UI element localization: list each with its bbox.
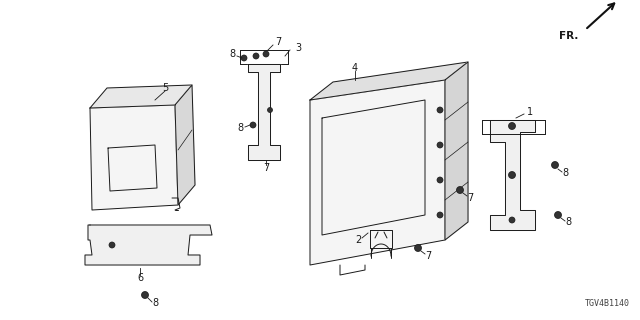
- Circle shape: [552, 162, 559, 169]
- Text: 2: 2: [355, 235, 361, 245]
- Polygon shape: [310, 62, 468, 100]
- Circle shape: [437, 212, 443, 218]
- Text: 1: 1: [527, 107, 533, 117]
- Text: 8: 8: [562, 168, 568, 178]
- Text: 3: 3: [295, 43, 301, 53]
- Text: FR.: FR.: [559, 31, 578, 41]
- Text: 8: 8: [237, 123, 243, 133]
- Polygon shape: [90, 85, 192, 108]
- Circle shape: [437, 142, 443, 148]
- Polygon shape: [445, 62, 468, 240]
- Polygon shape: [310, 80, 445, 265]
- Text: 6: 6: [137, 273, 143, 283]
- Polygon shape: [85, 225, 212, 265]
- Polygon shape: [248, 64, 280, 160]
- Circle shape: [415, 244, 422, 252]
- Circle shape: [509, 172, 515, 179]
- Text: 7: 7: [275, 37, 281, 47]
- Circle shape: [456, 187, 463, 194]
- Circle shape: [109, 242, 115, 248]
- Text: 7: 7: [467, 193, 473, 203]
- Circle shape: [509, 217, 515, 223]
- Circle shape: [253, 53, 259, 59]
- Polygon shape: [90, 105, 178, 210]
- Circle shape: [437, 177, 443, 183]
- Text: TGV4B1140: TGV4B1140: [585, 299, 630, 308]
- Circle shape: [141, 292, 148, 299]
- Polygon shape: [490, 120, 535, 230]
- Circle shape: [268, 108, 273, 113]
- Text: 8: 8: [229, 49, 235, 59]
- Text: 8: 8: [565, 217, 571, 227]
- Text: 5: 5: [162, 83, 168, 93]
- Polygon shape: [175, 85, 195, 205]
- Text: 7: 7: [425, 251, 431, 261]
- Circle shape: [263, 51, 269, 57]
- Circle shape: [241, 55, 247, 61]
- Circle shape: [554, 212, 561, 219]
- Text: 8: 8: [152, 298, 158, 308]
- Circle shape: [509, 123, 515, 130]
- Circle shape: [250, 122, 256, 128]
- Text: 7: 7: [263, 163, 269, 173]
- Text: 4: 4: [352, 63, 358, 73]
- Circle shape: [437, 107, 443, 113]
